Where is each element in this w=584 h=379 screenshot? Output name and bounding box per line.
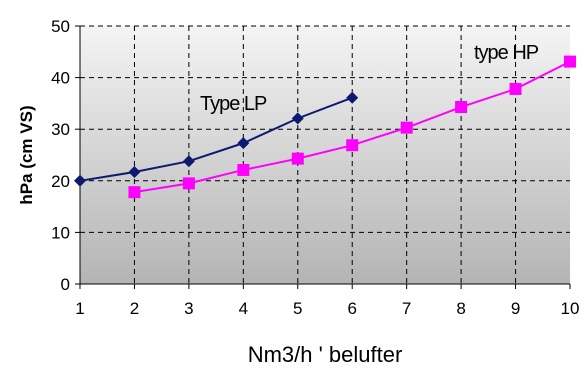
data-point-square (291, 152, 304, 165)
data-point-square (182, 177, 195, 190)
plot-area (80, 26, 570, 284)
x-tick-labels: 1 2 3 4 5 6 7 8 9 10 (75, 284, 579, 318)
x-tick-label: 1 (75, 299, 84, 318)
x-tick-label: 6 (347, 299, 356, 318)
x-tick-label: 2 (130, 299, 139, 318)
x-tick-label: 8 (456, 299, 465, 318)
y-tick-label: 40 (51, 69, 70, 88)
data-point-square (564, 55, 576, 68)
data-point-square (509, 82, 522, 95)
y-tick-label: 0 (61, 275, 70, 294)
y-tick-label: 20 (51, 172, 70, 191)
x-tick-label: 3 (184, 299, 193, 318)
y-tick-labels: 0 10 20 30 40 50 (51, 17, 80, 294)
series-group (74, 55, 576, 199)
series-label-type-lp: Type LP (200, 93, 267, 115)
data-point-square (128, 186, 141, 199)
series-type-hp (128, 55, 576, 199)
series-type-lp (74, 91, 359, 187)
data-point-diamond (74, 174, 86, 187)
data-point-square (346, 139, 359, 152)
y-tick-label: 10 (51, 223, 70, 242)
data-point-square (237, 163, 250, 176)
x-tick-label: 9 (511, 299, 520, 318)
data-point-diamond (291, 112, 304, 125)
y-axis-title: hPa (cm VS) (17, 105, 36, 204)
axes (79, 26, 570, 285)
y-tick-label: 30 (51, 120, 70, 139)
x-tick-label: 10 (561, 299, 580, 318)
data-point-diamond (346, 91, 359, 104)
data-point-square (455, 101, 468, 114)
x-tick-label: 4 (239, 299, 248, 318)
x-tick-label: 5 (293, 299, 302, 318)
series-label-type-hp: type HP (474, 42, 539, 64)
series-line (79, 96, 353, 182)
y-tick-label: 50 (51, 17, 70, 36)
x-axis-title: Nm3/h ' belufter (248, 342, 403, 367)
data-point-diamond (128, 166, 141, 179)
data-point-square (400, 121, 413, 134)
x-tick-label: 7 (402, 299, 411, 318)
data-point-diamond (182, 155, 195, 168)
data-point-diamond (237, 137, 250, 150)
